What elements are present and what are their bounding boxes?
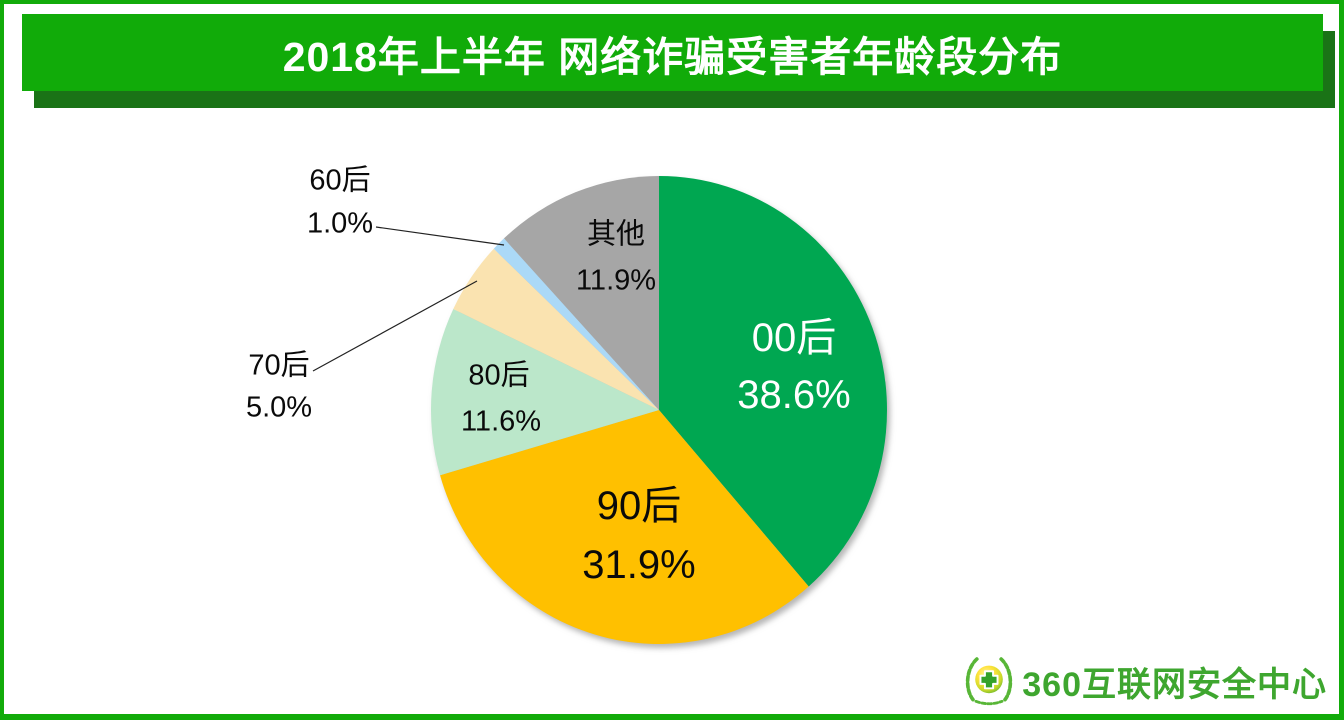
pie-slice-其他	[503, 176, 659, 410]
wreath-bottom	[974, 699, 1004, 706]
pie-slice-00后	[659, 176, 887, 587]
slice-value-60hou: 1.0%	[306, 207, 374, 240]
page-title: 2018年上半年 网络诈骗受害者年龄段分布	[282, 33, 1063, 80]
pie-slice-70后	[453, 248, 659, 410]
logo-cross	[979, 670, 999, 690]
leader-lines	[312, 226, 505, 372]
header-banner: 2018年上半年 网络诈骗受害者年龄段分布	[22, 14, 1323, 91]
pie-slice-60后	[493, 238, 659, 410]
wreath-right	[999, 657, 1013, 704]
footer-logo: 360互联网安全中心	[963, 654, 1327, 708]
leader-line-60hou	[375, 226, 505, 246]
wreath-left	[966, 657, 979, 704]
pie-chart	[312, 176, 887, 644]
slice-value-90hou: 31.9%	[582, 543, 696, 587]
pie-slice-80后	[430, 309, 659, 476]
slice-value-qita: 11.9%	[575, 264, 657, 297]
logo-360-icon	[966, 657, 1013, 706]
slice-value-00hou: 38.6%	[737, 373, 851, 417]
slice-label-00hou: 00后	[751, 316, 837, 360]
leader-line-70hou	[312, 280, 478, 372]
slice-label-70hou: 70后	[248, 349, 310, 382]
slice-label-90hou: 90后	[596, 484, 682, 528]
slice-label-60hou: 60后	[309, 164, 371, 197]
slice-value-80hou: 11.6%	[460, 405, 542, 438]
slice-value-70hou: 5.0%	[245, 391, 313, 424]
slice-label-80hou: 80后	[468, 359, 530, 392]
logo-text: 360互联网安全中心	[1022, 665, 1327, 704]
pie-slice-90后	[440, 410, 809, 644]
pie-slices	[430, 176, 887, 644]
slice-label-qita: 其他	[586, 218, 646, 251]
